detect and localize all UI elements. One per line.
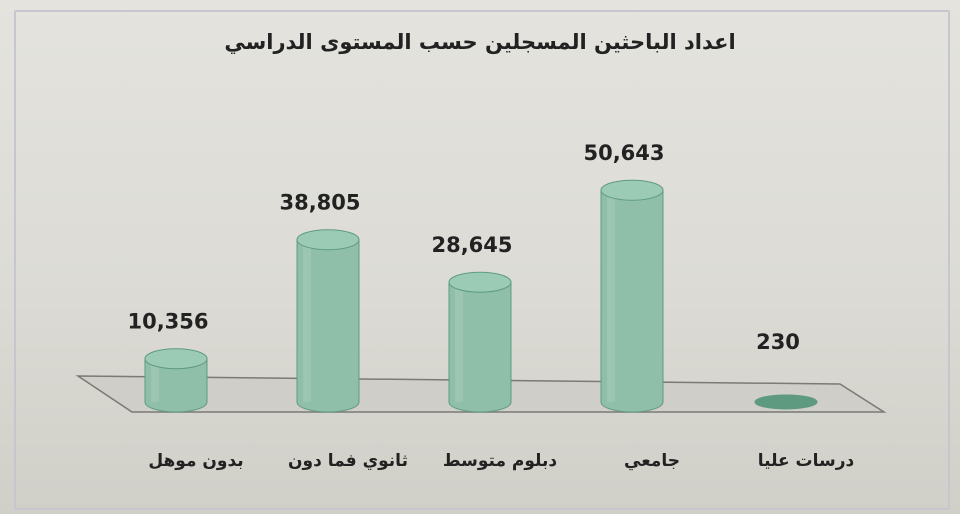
bar-4: [600, 179, 664, 413]
category-label: دبلوم متوسط: [443, 451, 557, 471]
category-label: ثانوي فما دون: [288, 451, 408, 471]
bar-1: [144, 348, 208, 413]
value-label: 50,643: [583, 141, 664, 165]
category-label: درسات عليا: [758, 451, 855, 471]
bar-5: [754, 394, 818, 410]
value-label: 10,356: [127, 310, 208, 334]
chart-frame: [14, 10, 950, 510]
category-label: بدون موهل: [148, 451, 243, 471]
value-label: 28,645: [431, 233, 512, 257]
category-label: جامعي: [624, 451, 680, 471]
value-label: 230: [756, 330, 800, 354]
value-label: 38,805: [279, 191, 360, 215]
bar-3: [448, 271, 512, 413]
bar-2: [296, 229, 360, 413]
chart-title: اعداد الباحثين المسجلين حسب المستوى الدر…: [224, 30, 736, 54]
